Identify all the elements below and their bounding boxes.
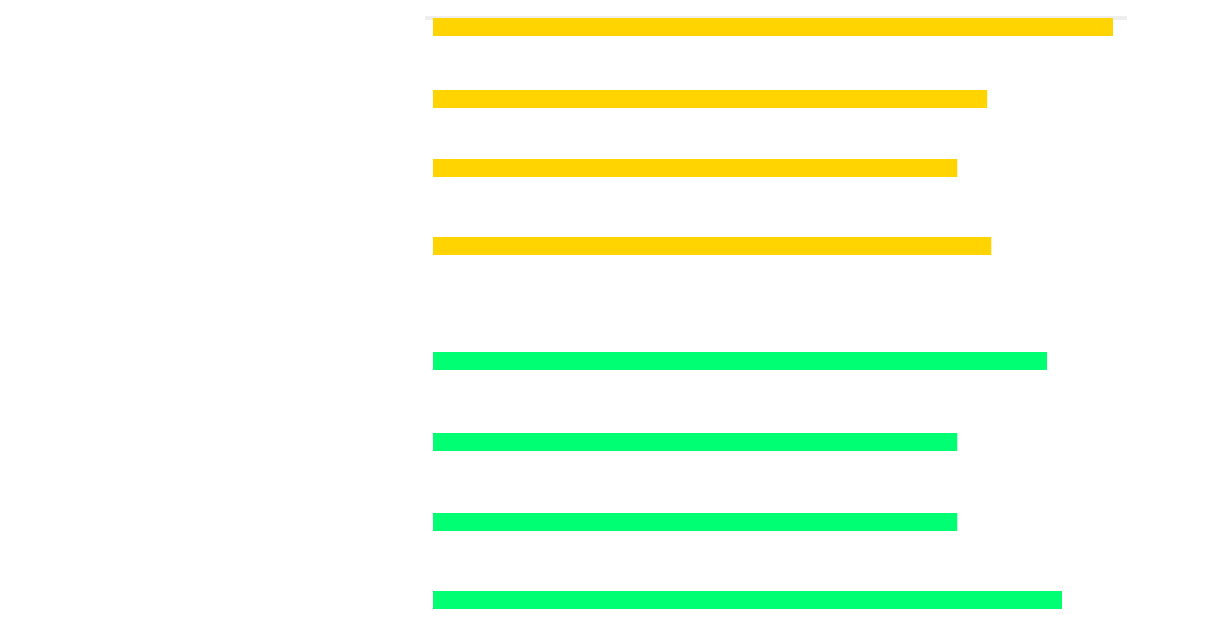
bar-6 xyxy=(433,433,958,451)
bar-4 xyxy=(433,237,992,255)
bar-7 xyxy=(433,513,958,531)
bar-3 xyxy=(433,159,958,177)
bar-8 xyxy=(433,591,1062,609)
bar-1 xyxy=(433,18,1113,36)
bar-2 xyxy=(433,90,988,108)
bar-5 xyxy=(433,352,1048,370)
